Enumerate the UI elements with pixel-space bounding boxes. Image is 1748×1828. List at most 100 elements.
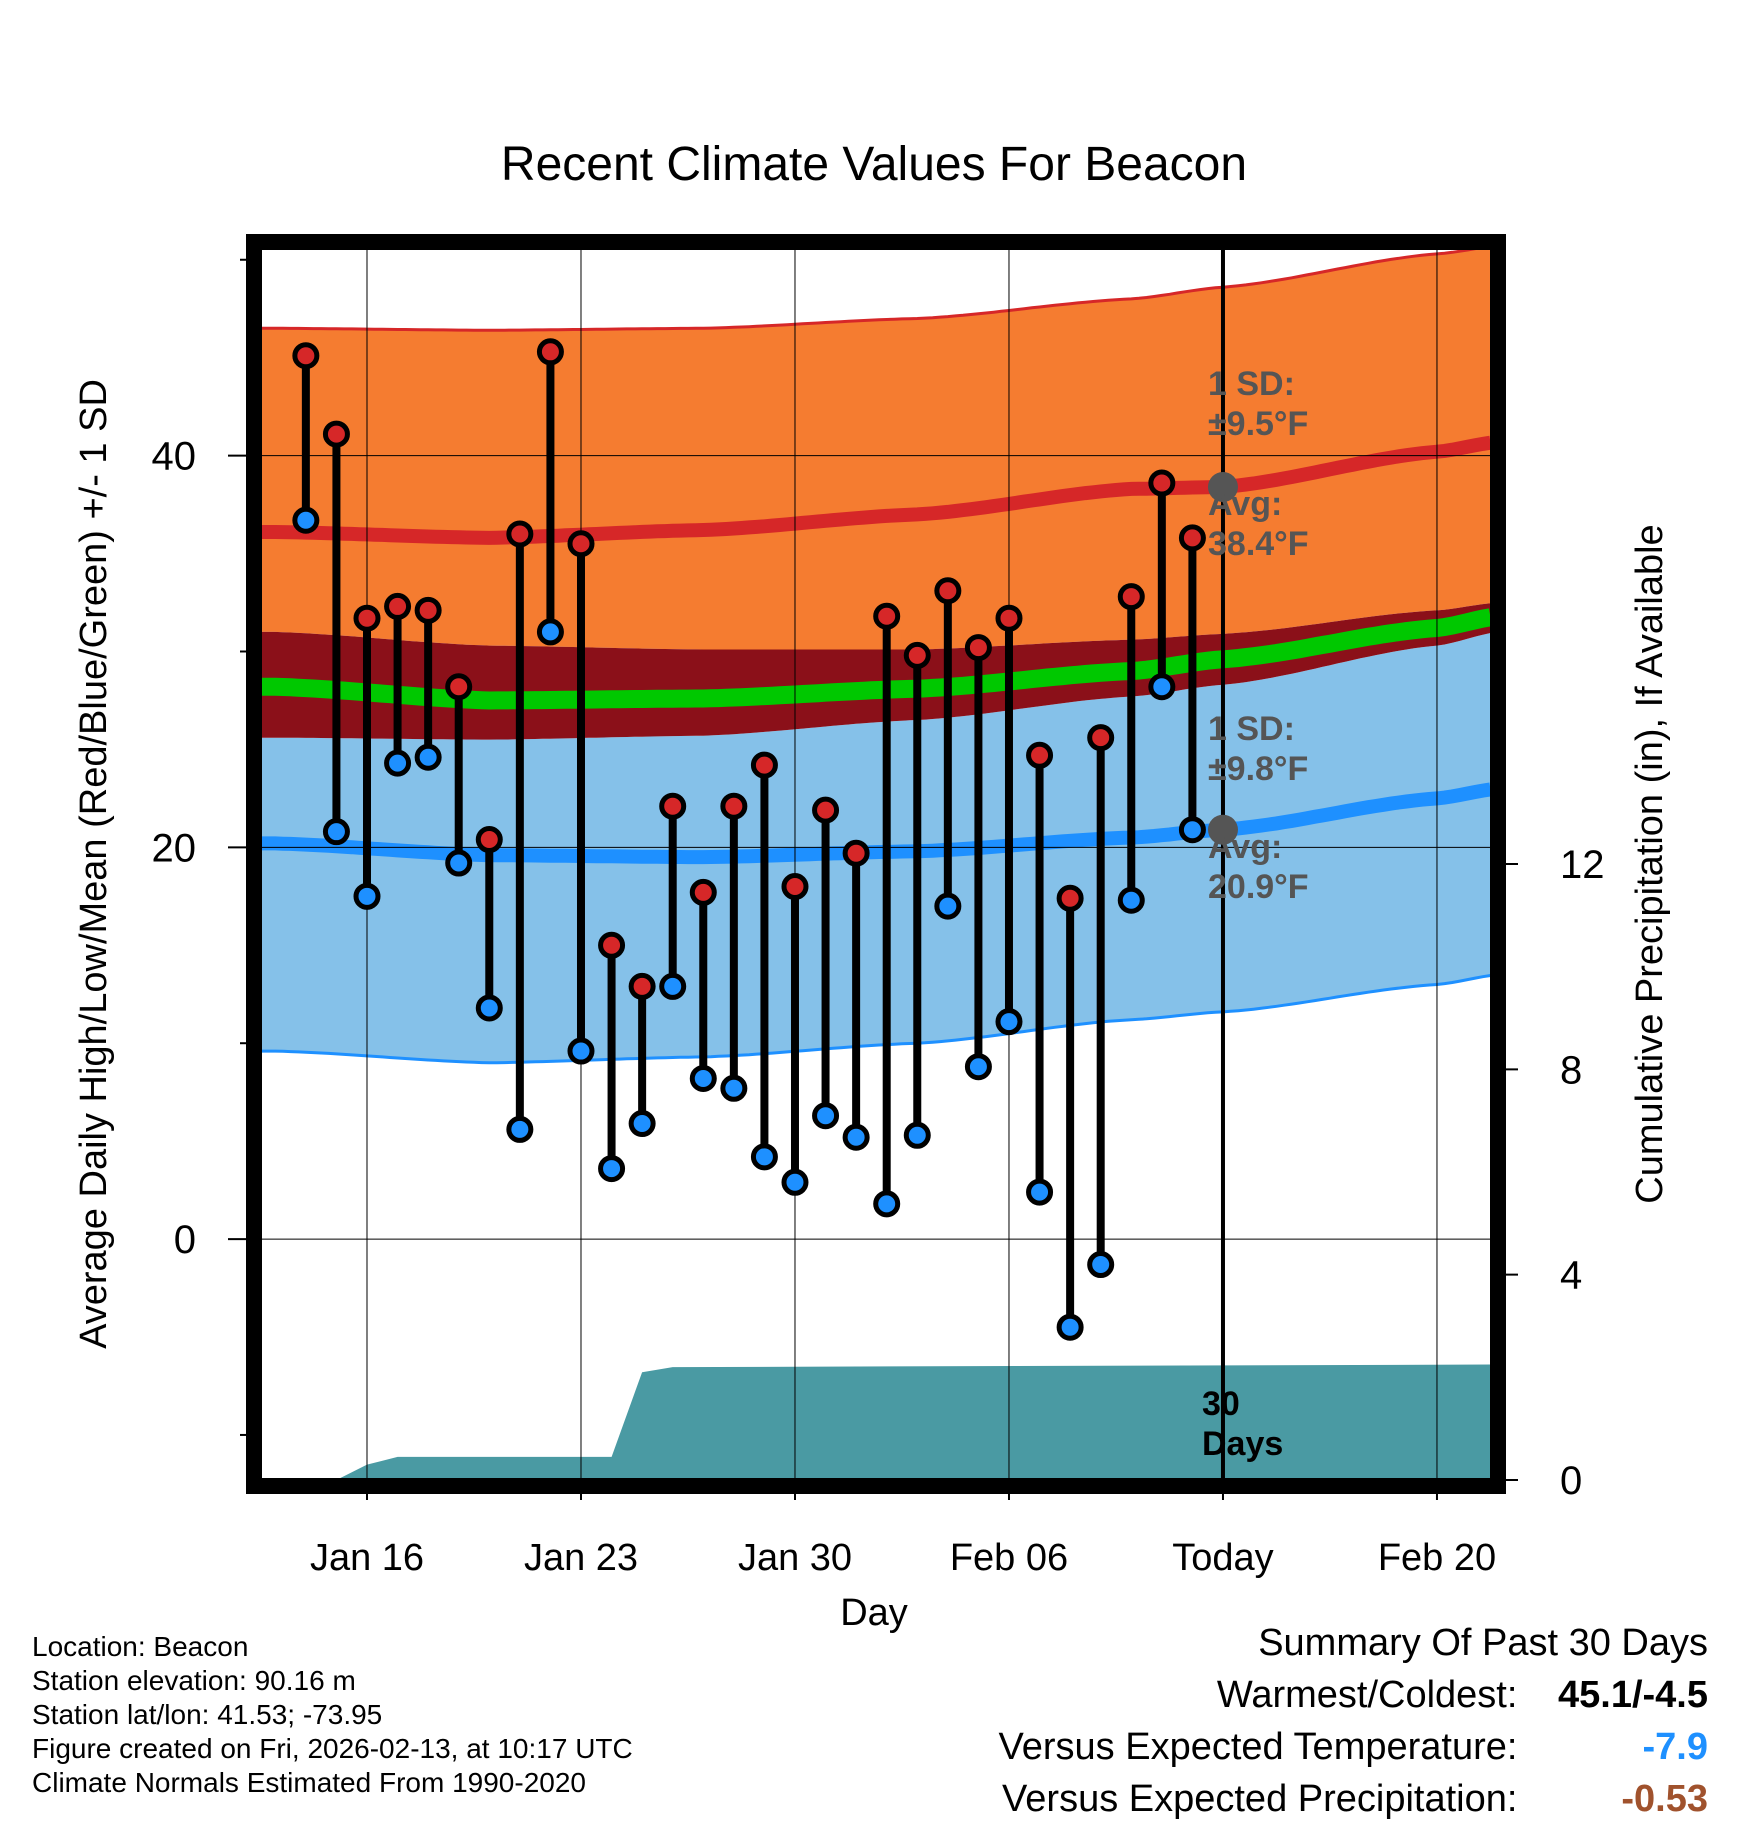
daily-low-marker [842, 1123, 870, 1151]
y-tick-label: 40 [152, 435, 197, 479]
day-stem [659, 792, 687, 1000]
daily-high-marker [1148, 469, 1176, 497]
today-low-normal-marker [1207, 814, 1238, 845]
precip-value: -0.53 [1621, 1778, 1708, 1820]
x-tick-label: Feb 06 [950, 1537, 1068, 1579]
summary-temp-row: Versus Expected Temperature: -7.9 [999, 1726, 1708, 1769]
daily-low-marker [720, 1074, 748, 1102]
daily-low-marker [1117, 886, 1145, 914]
day-stem [353, 604, 381, 910]
day-stem [750, 751, 778, 1171]
x-axis: Jan 16 Jan 23 Jan 30 Feb 06 Today Feb 20 [310, 1486, 1496, 1579]
daily-high-marker [659, 792, 687, 820]
warmest-value: 45.1/-4.5 [1558, 1674, 1708, 1716]
daily-high-marker [995, 604, 1023, 632]
daily-low-marker [598, 1155, 626, 1183]
normal-mean-line [260, 608, 1492, 710]
daily-high-marker [1178, 524, 1206, 552]
daily-high-marker [1026, 741, 1054, 769]
daily-high-marker [1117, 583, 1145, 611]
temp-label: Versus Expected Temperature: [998, 1726, 1518, 1768]
daily-high-marker [628, 972, 656, 1000]
day-stem [812, 796, 840, 1130]
x-tick-label: Jan 23 [524, 1537, 638, 1579]
elevation-text: Station elevation: 90.16 m [32, 1665, 356, 1696]
daily-low-marker [995, 1008, 1023, 1036]
daily-low-marker [292, 506, 320, 534]
low-avg-label: Avg: [1208, 828, 1282, 866]
daily-high-marker [750, 751, 778, 779]
day-stem [598, 931, 626, 1183]
y2-tick-label: 0 [1560, 1459, 1582, 1503]
cumulative-precip-area [336, 1364, 1492, 1480]
daily-low-marker [567, 1037, 595, 1065]
chart-title: Recent Climate Values For Beacon [501, 138, 1247, 191]
daily-high-marker [1087, 724, 1115, 752]
warmest-label: Warmest/Coldest: [1216, 1674, 1518, 1716]
x-axis-label: Day [840, 1592, 908, 1634]
day-stem [475, 826, 503, 1022]
daily-low-marker [689, 1064, 717, 1092]
day-stem [842, 839, 870, 1151]
daily-stems [292, 338, 1206, 1341]
high-sd-label: 1 SD: [1208, 365, 1295, 403]
daily-high-marker [598, 931, 626, 959]
daily-high-marker [292, 342, 320, 370]
summary-warmest-row: Warmest/Coldest: 45.1/-4.5 [1217, 1674, 1708, 1717]
daily-high-marker [384, 592, 412, 620]
daily-high-marker [934, 577, 962, 605]
day-stem [292, 342, 320, 534]
today-high-normal-marker [1207, 471, 1238, 502]
low-sd-value: ±9.8°F [1208, 750, 1308, 788]
daily-high-marker [1056, 884, 1084, 912]
latlon-text: Station lat/lon: 41.53; -73.95 [32, 1699, 383, 1730]
daily-low-marker [475, 994, 503, 1022]
x-tick-label: Jan 16 [310, 1537, 424, 1579]
daily-high-marker [445, 673, 473, 701]
y2-tick-label: 8 [1560, 1048, 1582, 1092]
daily-high-marker [536, 338, 564, 366]
y2-axis-label: Cumulative Precipitation (in), If Availa… [1629, 524, 1671, 1203]
daily-high-marker [475, 826, 503, 854]
daily-low-marker [506, 1115, 534, 1143]
day-stem [536, 338, 564, 646]
daily-low-marker [659, 972, 687, 1000]
day-stem [1178, 524, 1206, 844]
daily-high-marker [873, 602, 901, 630]
window-label-unit: Days [1202, 1425, 1283, 1463]
x-tick-label: Feb 20 [1378, 1537, 1496, 1579]
daily-low-marker [1087, 1251, 1115, 1279]
day-stem [322, 420, 350, 846]
daily-high-marker [322, 420, 350, 448]
y-tick-label: 20 [152, 826, 197, 870]
daily-high-marker [720, 792, 748, 820]
daily-low-marker [384, 749, 412, 777]
normal-low-lower-line [260, 974, 1491, 1065]
daily-low-marker [445, 849, 473, 877]
daily-low-marker [1056, 1313, 1084, 1341]
daily-high-marker [903, 641, 931, 669]
today-normal-markers [1207, 471, 1238, 845]
day-stem [384, 592, 412, 777]
day-stem [689, 878, 717, 1092]
day-stem [903, 641, 931, 1149]
daily-low-marker [353, 882, 381, 910]
daily-low-marker [322, 818, 350, 846]
high-avg-label: Avg: [1208, 485, 1282, 523]
daily-high-marker [689, 878, 717, 906]
high-avg-value: 38.4°F [1208, 525, 1309, 563]
day-stem [506, 520, 534, 1143]
day-stem [995, 604, 1023, 1036]
window-label-number: 30 [1202, 1385, 1240, 1423]
daily-low-marker [1148, 673, 1176, 701]
location-text: Location: Beacon [32, 1631, 249, 1662]
day-stem [873, 602, 901, 1218]
station-info: Location: Beacon Station elevation: 90.1… [32, 1630, 633, 1800]
plot-area [260, 248, 1492, 1480]
normal-high-upper-line [260, 248, 1491, 332]
day-stem [414, 596, 442, 771]
summary-panel: Summary Of Past 30 Days Warmest/Coldest:… [808, 1622, 1708, 1828]
day-stem [781, 873, 809, 1196]
daily-low-marker [903, 1121, 931, 1149]
